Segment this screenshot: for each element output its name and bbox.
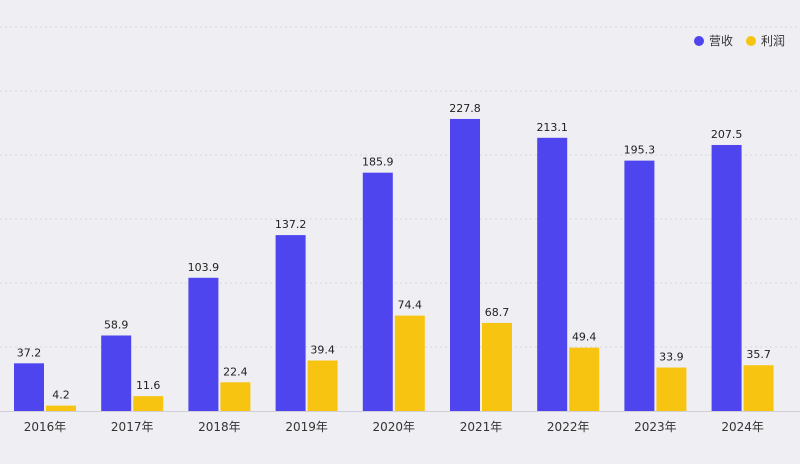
profit-value-label: 74.4	[398, 299, 423, 312]
x-axis: 2016年 2017年 2018年 2019年 2020年 2021年 2022年 2023年…	[24, 420, 764, 434]
legend-label-profit[interactable]: 利润	[761, 34, 785, 48]
revenue-value-label: 103.9	[188, 261, 220, 274]
profit-value-label: 68.7	[485, 306, 510, 319]
revenue-bar[interactable]	[624, 160, 655, 411]
profit-value-label: 33.9	[659, 351, 684, 364]
profit-bar[interactable]	[482, 322, 512, 411]
profit-bar[interactable]	[569, 347, 600, 411]
revenue-value-label: 137.2	[275, 218, 307, 231]
x-tick-label: 2017年	[111, 420, 154, 434]
revenue-bar[interactable]	[188, 277, 219, 411]
x-tick-label: 2021年	[460, 420, 503, 434]
revenue-value-label: 195.3	[624, 144, 656, 157]
profit-bar[interactable]	[133, 396, 164, 411]
profit-value-label: 49.4	[572, 331, 597, 344]
x-tick-label: 2016年	[24, 420, 67, 434]
legend-marker-profit	[746, 36, 756, 46]
profit-bar[interactable]	[220, 382, 251, 411]
profit-bar[interactable]	[743, 365, 774, 411]
x-tick-label: 2024年	[721, 420, 764, 434]
revenue-bar[interactable]	[711, 144, 742, 412]
x-tick-label: 2018年	[198, 420, 241, 434]
legend[interactable]: 营收 利润	[694, 34, 785, 48]
profit-bar[interactable]	[46, 405, 76, 411]
bars	[14, 118, 774, 412]
profit-value-label: 11.6	[136, 379, 161, 392]
profit-value-label: 39.4	[310, 343, 335, 356]
revenue-value-label: 227.8	[449, 102, 481, 115]
legend-label-revenue[interactable]: 营收	[709, 34, 733, 48]
revenue-bar[interactable]	[450, 118, 480, 412]
revenue-value-label: 207.5	[711, 128, 743, 141]
x-tick-label: 2020年	[373, 420, 416, 434]
gridlines	[0, 26, 800, 412]
revenue-bar[interactable]	[275, 235, 306, 411]
profit-bar[interactable]	[656, 367, 687, 411]
profit-bar[interactable]	[394, 315, 425, 411]
value-labels: 37.2 4.2 58.9 11.6 103.9 22.4 137.2 39.4 185.9 74…	[17, 102, 771, 402]
x-tick-label: 2019年	[285, 420, 328, 434]
revenue-bar[interactable]	[101, 335, 132, 411]
profit-bar[interactable]	[307, 360, 338, 411]
legend-marker-revenue	[694, 36, 704, 46]
revenue-value-label: 213.1	[536, 121, 568, 134]
revenue-bar[interactable]	[14, 363, 44, 411]
profit-value-label: 22.4	[223, 365, 248, 378]
revenue-value-label: 37.2	[17, 346, 42, 359]
x-tick-label: 2023年	[634, 420, 677, 434]
revenue-value-label: 58.9	[104, 318, 129, 331]
revenue-bar[interactable]	[362, 172, 393, 411]
revenue-bar[interactable]	[537, 137, 568, 412]
profit-value-label: 35.7	[746, 348, 771, 361]
profit-value-label: 4.2	[52, 389, 70, 402]
x-tick-label: 2022年	[547, 420, 590, 434]
revenue-value-label: 185.9	[362, 156, 394, 169]
